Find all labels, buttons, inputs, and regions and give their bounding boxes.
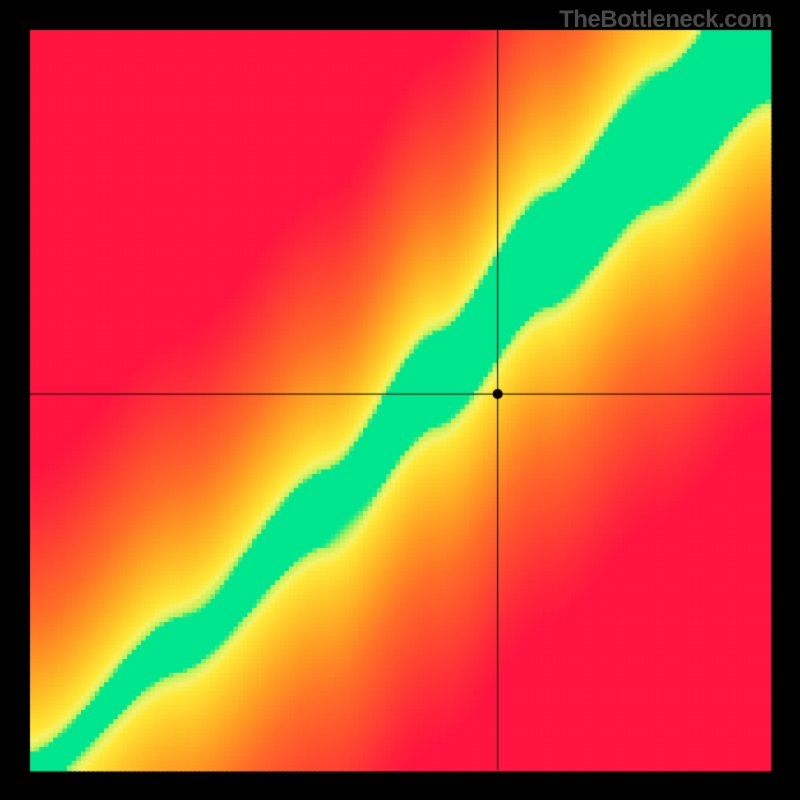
bottleneck-heatmap — [0, 0, 800, 800]
chart-container: TheBottleneck.com — [0, 0, 800, 800]
watermark-text: TheBottleneck.com — [559, 6, 772, 34]
